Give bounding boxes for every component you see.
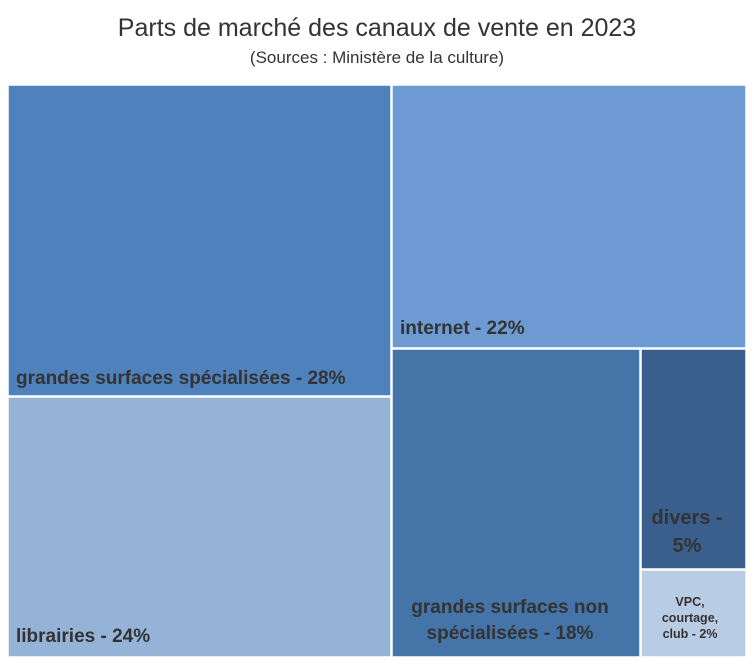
tile-label: librairies - 24% <box>16 626 150 647</box>
treemap-tile <box>7 396 392 658</box>
tile-label: grandes surfaces non spécialisées - 18% <box>411 597 608 644</box>
treemap-tile <box>391 84 747 349</box>
tile-label: VPC, courtage, club - 2% <box>662 595 718 641</box>
tile-label: internet - 22% <box>400 318 525 339</box>
tile-label: grandes surfaces spécialisées - 28% <box>16 368 346 389</box>
treemap-tile <box>640 569 747 658</box>
treemap-tile <box>391 348 641 658</box>
chart-title: Parts de marché des canaux de vente en 2… <box>117 14 637 42</box>
treemap-tile <box>640 348 747 570</box>
tile-label: divers -5% <box>651 507 722 557</box>
treemap-tile <box>7 84 392 397</box>
chart-subtitle: (Sources : Ministère de la culture) <box>249 48 505 67</box>
